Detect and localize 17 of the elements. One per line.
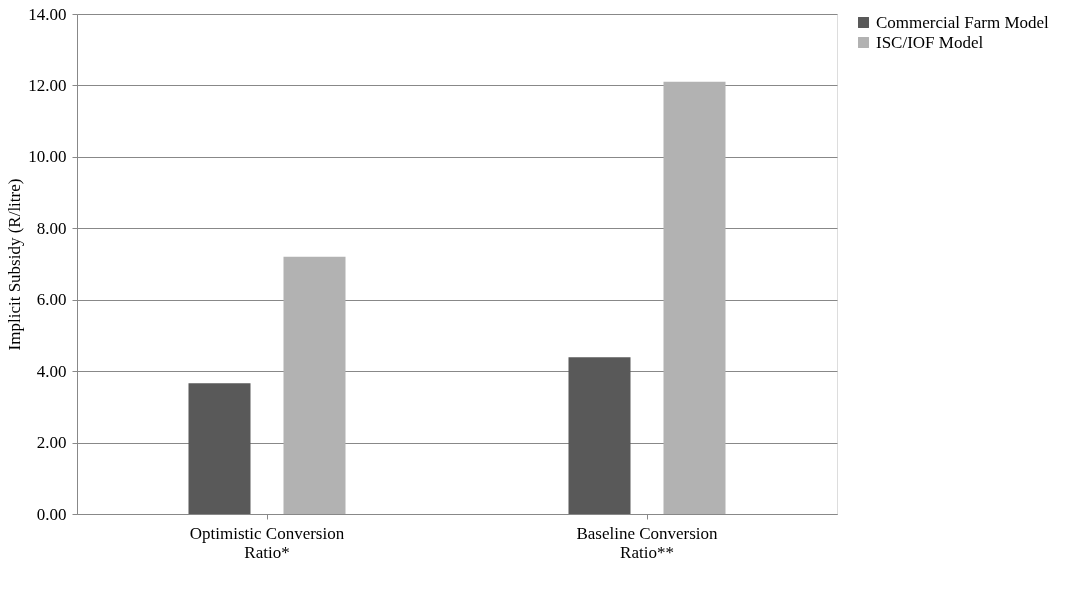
y-tick-label: 0.00 xyxy=(36,504,67,524)
bar xyxy=(188,383,251,514)
y-tick-label: 2.00 xyxy=(36,433,67,453)
y-tick-label: 14.00 xyxy=(28,4,67,24)
x-tick-label: Optimistic Conversion Ratio* xyxy=(189,523,345,562)
bar xyxy=(283,256,346,514)
y-axis-title: Implicit Subsidy (R/litre) xyxy=(5,178,25,351)
bar xyxy=(568,357,631,514)
y-tick-label: 6.00 xyxy=(36,290,67,310)
y-tick-label: 4.00 xyxy=(36,361,67,381)
bar xyxy=(663,81,726,514)
y-tick-label: 8.00 xyxy=(36,218,67,238)
x-tick-label: Baseline Conversion Ratio** xyxy=(576,523,719,562)
legend-label: Commercial Farm Model xyxy=(876,12,1050,32)
y-tick-label: 10.00 xyxy=(28,147,67,167)
y-tick-label: 12.00 xyxy=(28,75,67,95)
legend-label: ISC/IOF Model xyxy=(876,32,984,52)
